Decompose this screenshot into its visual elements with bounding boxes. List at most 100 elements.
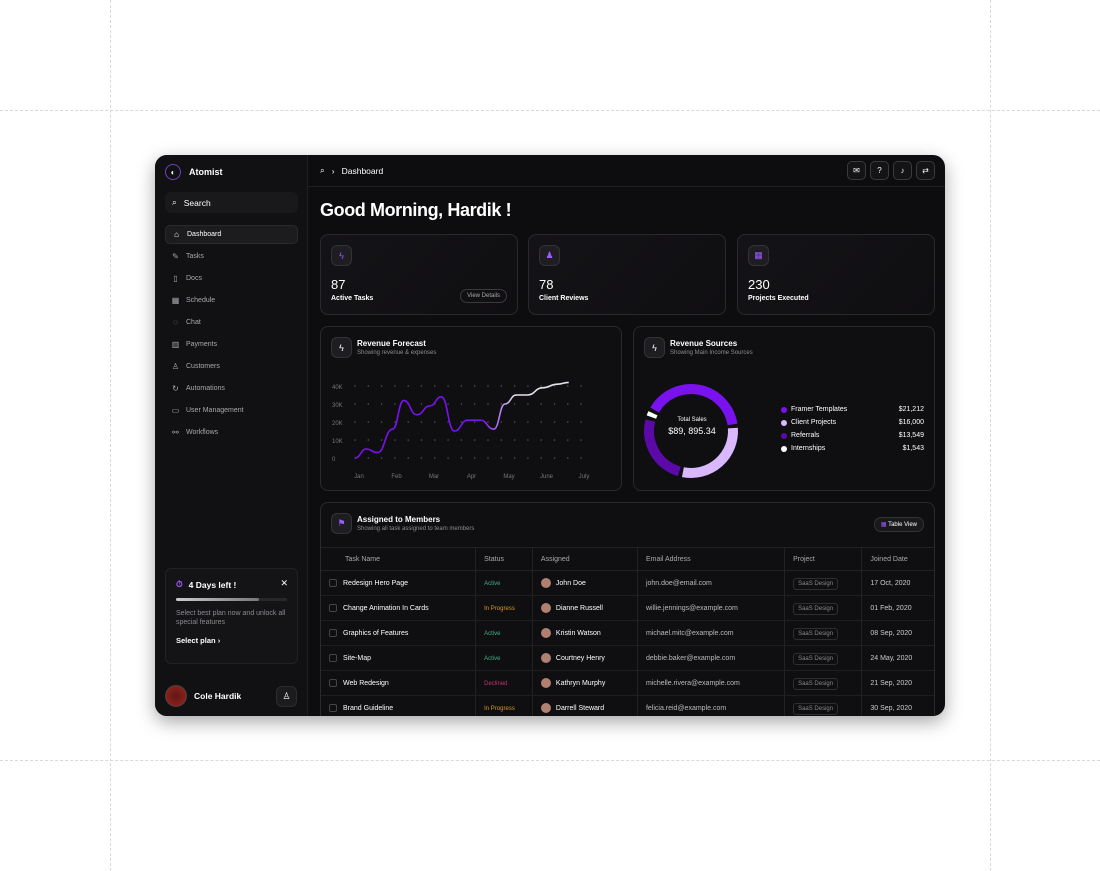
sidebar-item-workflows[interactable]: ⚯ Workflows xyxy=(165,423,298,442)
stat-card-client-reviews: ♟ 78 Client Reviews xyxy=(528,234,726,315)
email: michael.mitc@example.com xyxy=(636,620,785,646)
column-header[interactable]: Assigned xyxy=(531,547,638,571)
search-input[interactable]: ⌕ Search xyxy=(165,192,298,213)
column-header[interactable]: Email Address xyxy=(636,547,785,571)
table-row[interactable]: Web Redesign Declined Kathryn Murphy mic… xyxy=(321,670,934,696)
donut-segment xyxy=(681,427,738,478)
grid-dot xyxy=(553,439,556,441)
settings-icon[interactable]: ⇄ xyxy=(916,161,935,180)
column-header[interactable]: Status xyxy=(475,547,533,571)
sidebar-item-payments[interactable]: ▥ Payments xyxy=(165,335,298,354)
user-icon: ♙ xyxy=(171,362,180,371)
user-profile[interactable]: Cole Hardik xyxy=(165,685,241,707)
grid-dot xyxy=(540,421,542,423)
table-row[interactable]: Site-Map Active Courtney Henry debbie.ba… xyxy=(321,645,934,671)
page-title: Good Morning, Hardik ! xyxy=(320,200,512,220)
grid-dot xyxy=(394,421,396,423)
row-checkbox[interactable] xyxy=(329,654,337,662)
profile-button[interactable]: ♙ xyxy=(276,686,297,707)
column-header[interactable]: Project xyxy=(784,547,862,571)
grid-dot xyxy=(420,403,423,405)
donut-segment xyxy=(644,419,681,477)
legend-item: Client Projects $16,000 xyxy=(781,416,924,429)
grid-dot xyxy=(553,385,556,387)
table-row[interactable]: Graphics of Features Active Kristin Wats… xyxy=(321,620,934,646)
bolt-icon: ϟ xyxy=(331,337,352,358)
avatar xyxy=(540,628,551,638)
grid-dot xyxy=(434,457,436,459)
grid-dot xyxy=(473,439,476,441)
legend-label: Framer Templates xyxy=(791,406,848,413)
grid-dot xyxy=(380,421,383,423)
grid-dot xyxy=(540,403,542,405)
assignee-name: Darrell Steward xyxy=(555,704,605,712)
sidebar-item-user-management[interactable]: ▭ User Management xyxy=(165,401,298,420)
row-checkbox[interactable] xyxy=(329,579,337,587)
search-label: Search xyxy=(183,197,211,208)
donut-segment xyxy=(650,384,738,426)
y-tick-label: 30K xyxy=(332,403,343,409)
grid-dot xyxy=(354,421,356,423)
grid-dot xyxy=(367,439,370,441)
status-badge: Declined xyxy=(484,680,508,687)
x-tick-label: Jan xyxy=(354,474,364,480)
table-view-button[interactable]: ▦ Table View xyxy=(873,517,924,532)
close-icon[interactable]: ✕ xyxy=(280,578,288,588)
sidebar-item-customers[interactable]: ♙ Customers xyxy=(165,357,298,376)
sidebar-item-label: Customers xyxy=(186,363,220,370)
grid-dot xyxy=(434,439,436,441)
table-row[interactable]: Change Animation In Cards In Progress Di… xyxy=(321,595,934,621)
project-tag: SaaS Design xyxy=(793,702,839,715)
legend-swatch xyxy=(781,432,787,439)
row-checkbox[interactable] xyxy=(329,704,337,712)
grid-dot xyxy=(367,421,370,423)
sidebar-item-chat[interactable]: ◌ Chat xyxy=(165,313,298,332)
stat-card-active-tasks: ϟ 87 Active Tasks View Details xyxy=(320,234,518,315)
table-row[interactable]: Redesign Hero Page Active John Doe john.… xyxy=(321,570,934,596)
column-header[interactable]: Task Name xyxy=(321,547,476,571)
search-icon[interactable]: ⌕ xyxy=(320,165,325,175)
grid-dot xyxy=(407,439,409,441)
grid-dot xyxy=(367,457,370,459)
sidebar-item-label: Docs xyxy=(186,275,202,282)
sidebar-item-docs[interactable]: ▯ Docs xyxy=(165,269,298,288)
chat-icon: ◌ xyxy=(173,318,178,327)
row-checkbox[interactable] xyxy=(329,679,337,687)
sidebar-item-tasks[interactable]: ✎ Tasks xyxy=(165,247,298,266)
sidebar: ◐ Atomist ⌕ Search ⌂ Dashboard ✎ Tasks ▯ Docs ▦ S… xyxy=(155,155,308,716)
search-icon: ⌕ xyxy=(172,197,177,207)
grid-dot xyxy=(540,385,542,387)
logo[interactable]: ◐ Atomist xyxy=(165,164,223,180)
sidebar-item-schedule[interactable]: ▦ Schedule xyxy=(165,291,298,310)
grid-dot xyxy=(527,439,529,441)
row-checkbox[interactable] xyxy=(329,604,337,612)
sidebar-item-label: Payments xyxy=(186,341,218,348)
total-sales-value: $89, 895.34 xyxy=(668,426,716,436)
trial-progress xyxy=(176,598,287,601)
grid-dot xyxy=(447,421,449,423)
card-subtitle: Showing Main Income Sources xyxy=(670,350,753,356)
grid-dot xyxy=(527,403,529,405)
help-icon[interactable]: ? xyxy=(870,161,889,180)
view-details-button[interactable]: View Details xyxy=(460,289,507,303)
trial-promo: ⏱ 4 Days left ! ✕ Select best plan now an… xyxy=(165,568,298,664)
email: michelle.rivera@example.com xyxy=(636,670,785,696)
select-plan-link[interactable]: Select plan › xyxy=(176,636,221,645)
grid-dot xyxy=(460,439,463,441)
column-header[interactable]: Joined Date xyxy=(861,547,934,571)
task-name: Graphics of Features xyxy=(343,629,409,637)
grid-dot xyxy=(434,385,436,387)
row-checkbox[interactable] xyxy=(329,629,337,637)
sidebar-item-label: User Management xyxy=(186,407,244,414)
grid-dot xyxy=(527,457,529,459)
sidebar-item-automations[interactable]: ↻ Automations xyxy=(165,379,298,398)
table-row[interactable]: Brand Guideline In Progress Darrell Stew… xyxy=(321,695,934,716)
mail-icon[interactable]: ✉ xyxy=(847,161,866,180)
assignee-name: Kathryn Murphy xyxy=(555,679,606,687)
grid-dot xyxy=(553,421,556,423)
bell-icon[interactable]: ♪ xyxy=(893,161,912,180)
avatar xyxy=(540,703,551,713)
sidebar-item-dashboard[interactable]: ⌂ Dashboard xyxy=(165,225,298,244)
stat-label: Client Reviews xyxy=(539,295,589,302)
flag-icon: ⚑ xyxy=(331,513,352,534)
